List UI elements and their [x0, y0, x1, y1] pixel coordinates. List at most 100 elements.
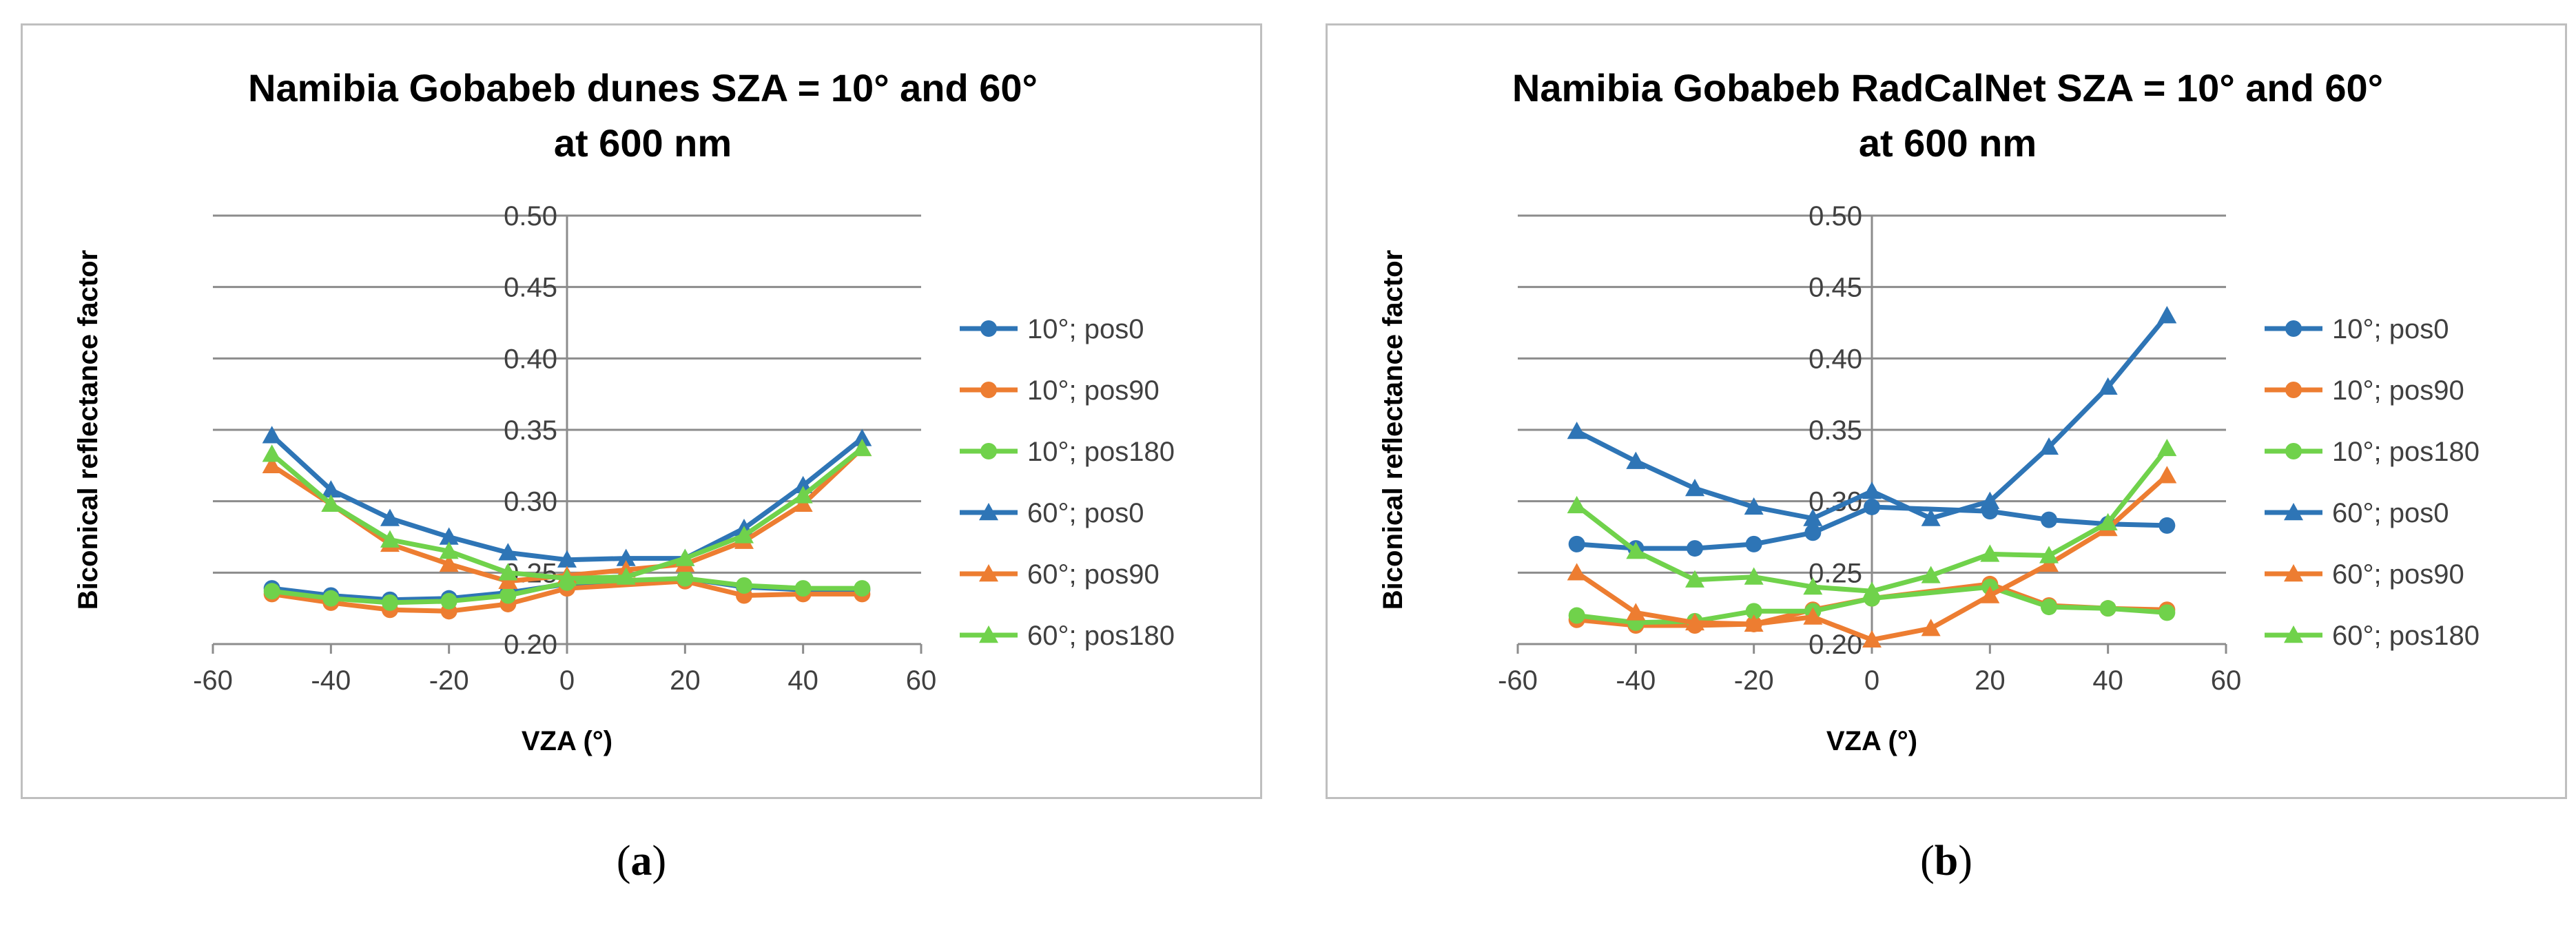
- chart-b-series-5: [1567, 438, 2177, 599]
- chart-b-data-point: [1980, 491, 2000, 509]
- chart-a-x-tick-label: -60: [193, 665, 233, 696]
- chart-a-data-point: [852, 428, 872, 446]
- chart-b-legend-item: 10°; pos180: [2265, 437, 2480, 467]
- chart-a-data-point: [616, 567, 636, 585]
- chart-b-legend-marker: [2285, 443, 2302, 459]
- chart-b-data-point: [1567, 422, 1587, 439]
- chart-b-legend-label: 60°; pos180: [2332, 621, 2480, 651]
- chart-a-y-tick-label: 0.30: [504, 487, 557, 517]
- chart-b-series-line: [1576, 584, 2167, 625]
- chart-b-legend-label: 10°; pos180: [2332, 437, 2480, 467]
- chart-b-data-point: [1745, 603, 1762, 620]
- chart-b-data-point: [1862, 581, 1882, 599]
- chart-a-legend-item: 60°; pos180: [960, 621, 1175, 651]
- chart-a-data-point: [262, 455, 282, 474]
- chart-b-data-point: [1744, 567, 1764, 585]
- chart-a-data-point: [794, 580, 812, 597]
- chart-b-data-point: [1685, 479, 1704, 497]
- chart-a-series-5: [262, 438, 872, 586]
- chart-b-data-point: [2157, 438, 2177, 457]
- chart-b-data-point: [1626, 603, 1646, 621]
- chart-a-legend-marker: [980, 443, 997, 459]
- chart-a-title-line: Namibia Gobabeb dunes SZA = 10° and 60°: [248, 66, 1038, 110]
- chart-b-data-point: [1744, 497, 1764, 515]
- chart-a-data-point: [557, 550, 577, 568]
- chart-b-data-point: [1803, 577, 1823, 595]
- chart-a-data-point: [557, 568, 577, 586]
- chart-b-x-tick-label: -40: [1616, 665, 1656, 696]
- chart-a-data-point: [321, 494, 341, 512]
- chart-b-data-point: [1980, 586, 2000, 603]
- chart-a-data-point: [380, 530, 400, 548]
- chart-b-data-point: [2098, 377, 2118, 395]
- chart-a-data-point: [262, 426, 282, 444]
- chart-b-data-point: [2041, 511, 2057, 528]
- chart-b-series-0: [1568, 498, 2176, 557]
- chart-a-data-point: [854, 580, 871, 597]
- chart-a-data-point: [736, 577, 752, 594]
- chart-b-data-point: [1980, 544, 2000, 562]
- chart-b-data-point: [2039, 437, 2059, 455]
- chart-b-data-point: [2099, 600, 2116, 617]
- chart-b-legend-item: 10°; pos90: [2265, 375, 2464, 406]
- chart-a-legend-marker: [979, 625, 998, 643]
- chart-panel-b: Namibia Gobabeb RadCalNet SZA = 10° and …: [1326, 23, 2567, 799]
- chart-b-x-tick-label: -20: [1734, 665, 1774, 696]
- chart-b-data-point: [1567, 495, 1587, 514]
- chart-b-legend-marker: [2284, 503, 2303, 521]
- chart-b-x-tick-label: 40: [2092, 665, 2123, 696]
- chart-a-data-point: [439, 527, 459, 545]
- chart-a-data-point: [852, 438, 872, 457]
- chart-b-series-line: [1576, 504, 2167, 551]
- chart-b-data-point: [1804, 524, 1822, 541]
- chart-a-series-line: [271, 576, 863, 605]
- chart-a-y-tick-label: 0.50: [504, 201, 557, 231]
- chart-b-data-point: [1567, 563, 1587, 581]
- chart-b-legend-item: 60°; pos90: [2265, 559, 2464, 590]
- chart-b-y-tick-label: 0.40: [1809, 344, 1862, 374]
- chart-a-data-point: [616, 548, 636, 566]
- chart-a-data-point: [380, 508, 400, 526]
- chart-a-x-tick-label: 40: [787, 665, 818, 696]
- chart-a-data-point: [263, 583, 280, 600]
- chart-b-data-point: [2157, 306, 2177, 324]
- chart-b-data-point: [1862, 481, 1882, 499]
- chart-b-x-tick-label: 20: [1975, 665, 2006, 696]
- chart-b-data-point: [1568, 607, 1585, 624]
- chart-b-legend-label: 10°; pos90: [2332, 375, 2464, 406]
- chart-b-data-point: [1864, 498, 1880, 515]
- chart-b-data-point: [2041, 599, 2057, 616]
- chart-b-series-3: [1567, 306, 2177, 526]
- caption-a: (a): [616, 838, 667, 884]
- chart-a-data-point: [734, 526, 754, 543]
- chart-a-data-point: [321, 480, 341, 498]
- chart-b-legend-label: 60°; pos0: [2332, 498, 2449, 528]
- chart-a-y-axis-label: Biconical reflectance factor: [73, 250, 103, 610]
- chart-a-y-tick-label: 0.20: [504, 630, 557, 660]
- chart-b-data-point: [2098, 512, 2118, 530]
- chart-a-data-point: [675, 548, 695, 566]
- chart-b-legend-label: 60°; pos90: [2332, 559, 2464, 590]
- chart-b-data-point: [2158, 604, 2176, 621]
- chart-b-y-tick-label: 0.50: [1809, 201, 1862, 231]
- chart-b-x-tick-label: -60: [1498, 665, 1538, 696]
- chart-a-legend-item: 10°; pos90: [960, 375, 1160, 406]
- chart-a-x-axis-label: VZA (°): [522, 726, 612, 756]
- chart-a-legend-label: 10°; pos180: [1027, 437, 1175, 467]
- chart-b-data-point: [1685, 570, 1704, 588]
- chart-b-data-point: [1921, 566, 1941, 583]
- chart-b-title-line: at 600 nm: [1859, 121, 2037, 165]
- chart-panel-a: Namibia Gobabeb dunes SZA = 10° and 60° a…: [21, 23, 1262, 799]
- chart-b-data-point: [1685, 612, 1704, 631]
- chart-b-svg: Namibia Gobabeb RadCalNet SZA = 10° and …: [1378, 66, 2480, 756]
- chart-a-data-point: [499, 587, 517, 604]
- chart-b-data-point: [1744, 614, 1764, 632]
- chart-a-x-tick-label: 60: [906, 665, 937, 696]
- chart-b-legend-item: 60°; pos180: [2265, 621, 2480, 651]
- chart-a-data-point: [439, 554, 459, 572]
- chart-b-data-point: [2158, 517, 2176, 534]
- chart-a-series-line: [271, 579, 863, 614]
- chart-b-x-tick-label: 60: [2211, 665, 2242, 696]
- chart-a-y-tick-label: 0.40: [504, 344, 557, 374]
- chart-b-x-axis-label: VZA (°): [1826, 726, 1917, 756]
